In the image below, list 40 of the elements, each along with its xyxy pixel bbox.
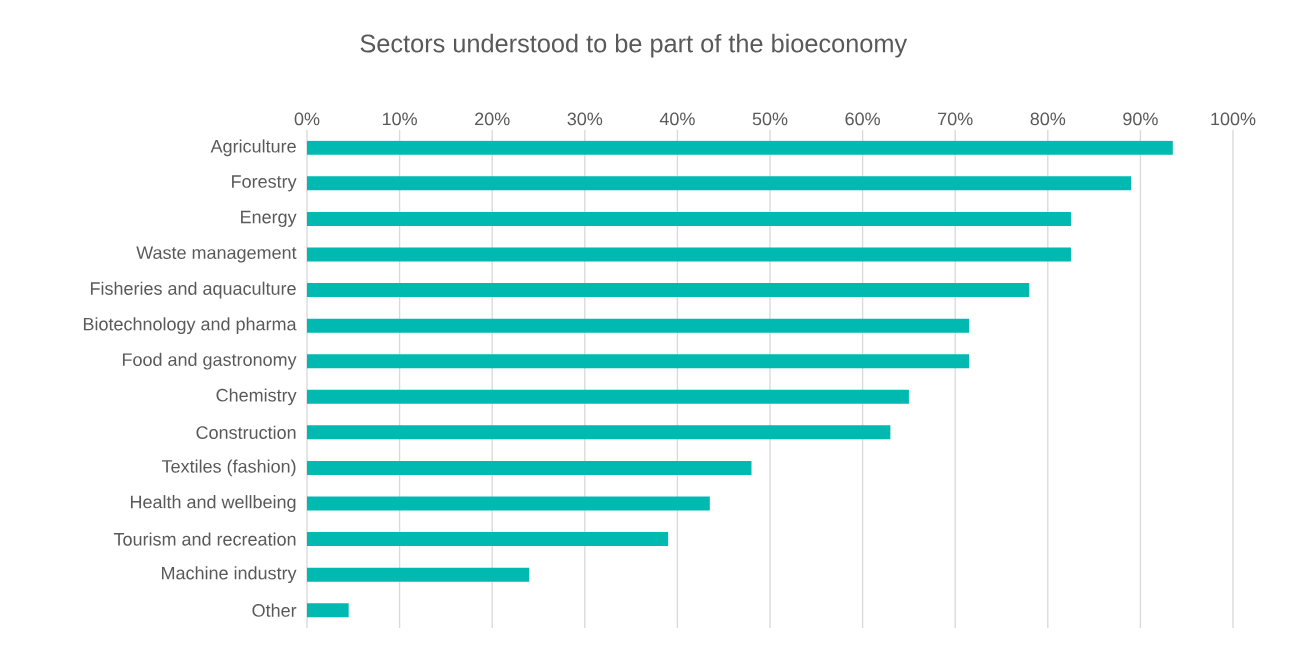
y-tick-label: Waste management: [136, 246, 297, 263]
bar: [307, 389, 909, 404]
y-tick-label: Food and gastronomy: [122, 352, 297, 370]
x-tick-label: 50%: [752, 112, 788, 126]
x-tick-label: 20%: [475, 112, 510, 126]
bar: [307, 532, 669, 547]
bar: [307, 603, 349, 618]
x-tick-label: 90%: [1123, 112, 1158, 126]
bar: [307, 283, 1030, 298]
y-tick-label: Textiles (fashion): [161, 459, 296, 477]
bar: [307, 211, 1071, 226]
x-tick-label: 40%: [659, 112, 695, 126]
y-tick-label: Other: [252, 603, 297, 617]
bar: [307, 496, 710, 511]
bar: [307, 140, 1173, 155]
x-tick-label: 0%: [294, 112, 320, 126]
bar: [307, 460, 752, 475]
y-tick-label: Tourism and recreation: [113, 532, 296, 546]
y-tick-label: Health and wellbeing: [130, 495, 296, 512]
bar: [307, 176, 1132, 191]
y-tick-label: Forestry: [232, 175, 297, 192]
x-tick-label: 70%: [938, 112, 973, 126]
x-tick-label: 30%: [567, 112, 603, 126]
y-tick-label: Fisheries and aquaculture: [90, 281, 296, 299]
y-tick-label: Agriculture: [210, 139, 296, 157]
chart-title: Sectors understood to be part of the bioeconomy: [360, 33, 908, 58]
bar: [307, 318, 970, 333]
x-tick-label: 100%: [1211, 112, 1256, 126]
x-tick-label: 10%: [382, 112, 417, 126]
y-tick-label: Biotechnology and pharma: [83, 317, 297, 335]
y-tick-label: Construction: [196, 425, 296, 439]
bar: [307, 247, 1071, 262]
x-tick-label: 80%: [1030, 112, 1066, 126]
y-tick-label: Machine industry: [162, 566, 297, 584]
bar: [307, 425, 891, 440]
x-tick-label: 60%: [845, 112, 880, 126]
bar: [307, 567, 530, 582]
y-tick-label: Energy: [241, 210, 297, 227]
bar: [307, 354, 970, 369]
y-tick-label: Chemistry: [216, 388, 297, 406]
